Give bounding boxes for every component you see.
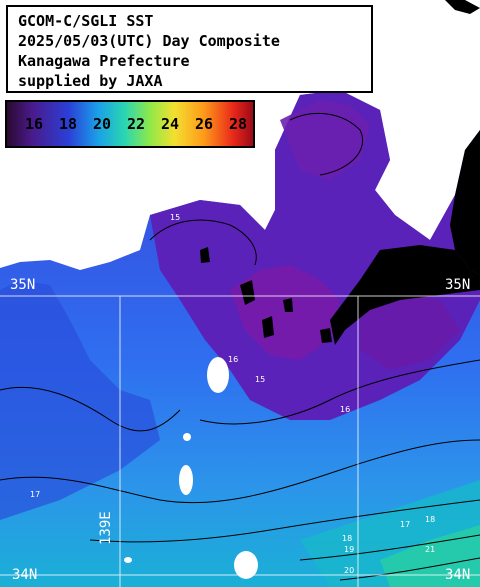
cloud-patch-1 bbox=[240, 280, 255, 305]
cloud-patch-5 bbox=[200, 247, 210, 263]
contour-label-17-b: 17 bbox=[400, 520, 411, 529]
lat-label-34n-left: 34N bbox=[12, 567, 38, 583]
lat-label-35n-right: 35N bbox=[445, 277, 471, 293]
land-izu-tip bbox=[445, 0, 480, 14]
contour-label-16-b: 16 bbox=[340, 405, 351, 414]
contour-18 bbox=[89, 499, 480, 543]
legend-tick-20: 20 bbox=[93, 115, 112, 133]
contour-16a bbox=[0, 386, 181, 432]
lat-label-35n-left: 35N bbox=[10, 277, 36, 293]
color-scale-legend: 16 18 20 22 24 26 28 bbox=[5, 100, 255, 148]
land-northeast-peninsula bbox=[450, 130, 480, 275]
legend-tick-26: 26 bbox=[195, 115, 214, 133]
contour-label-18-b: 18 bbox=[425, 515, 436, 524]
cold-water-core bbox=[230, 265, 340, 360]
legend-tick-labels: 16 18 20 22 24 26 28 bbox=[25, 115, 263, 133]
contour-label-20: 20 bbox=[344, 566, 355, 575]
contour-17 bbox=[0, 439, 480, 504]
lon-label-139e: 139E bbox=[98, 511, 114, 545]
title-line-3: Kanagawa Prefecture bbox=[18, 52, 190, 70]
isotherm-contours bbox=[0, 112, 480, 581]
land-miura-region bbox=[330, 245, 480, 345]
title-line-4: supplied by JAXA bbox=[18, 72, 163, 90]
cold-water-core-2 bbox=[360, 290, 460, 370]
graticule bbox=[0, 295, 480, 587]
contour-label-21: 21 bbox=[425, 545, 436, 554]
contour-label-18-a: 18 bbox=[342, 534, 353, 543]
island-small-a bbox=[183, 433, 191, 441]
island-hatsushima bbox=[207, 357, 229, 393]
legend-tick-24: 24 bbox=[161, 115, 180, 133]
cloud-patch-3 bbox=[283, 298, 293, 312]
island-toshima bbox=[179, 465, 193, 495]
contour-label-17-a: 17 bbox=[30, 490, 41, 499]
legend-tick-28: 28 bbox=[229, 115, 248, 133]
cloud-patch-4 bbox=[320, 328, 332, 343]
title-line-1: GCOM-C/SGLI SST bbox=[18, 12, 154, 30]
contour-19 bbox=[299, 534, 480, 561]
contour-bay bbox=[289, 112, 364, 176]
contour-15 bbox=[149, 219, 257, 266]
contour-label-16-a: 16 bbox=[228, 355, 239, 364]
legend-tick-18: 18 bbox=[59, 115, 78, 133]
contour-16b bbox=[199, 359, 480, 425]
contour-label-15-a: 15 bbox=[170, 213, 181, 222]
legend-tick-22: 22 bbox=[127, 115, 146, 133]
contour-20 bbox=[339, 557, 480, 581]
contour-label-19: 19 bbox=[344, 545, 355, 554]
title-line-2: 2025/05/03(UTC) Day Composite bbox=[18, 32, 280, 50]
island-niijima bbox=[234, 551, 258, 579]
contour-label-15-b: 15 bbox=[255, 375, 266, 384]
island-small-b bbox=[124, 557, 132, 563]
lat-label-34n-right: 34N bbox=[445, 567, 471, 583]
title-panel: GCOM-C/SGLI SST 2025/05/03(UTC) Day Comp… bbox=[6, 5, 373, 93]
legend-tick-16: 16 bbox=[25, 115, 44, 133]
cloud-patch-2 bbox=[262, 316, 274, 338]
